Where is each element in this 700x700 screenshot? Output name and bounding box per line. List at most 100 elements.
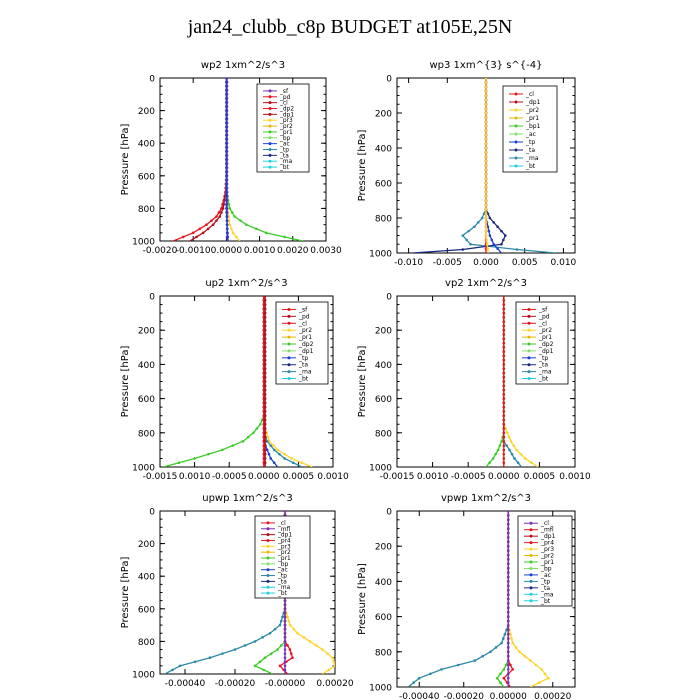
- y-tick-label: 400: [375, 361, 392, 371]
- series-point: [506, 659, 510, 662]
- series-point: [515, 248, 519, 251]
- legend-marker: [529, 528, 533, 532]
- legend-marker: [527, 314, 531, 318]
- legend-marker: [529, 573, 533, 577]
- series-line: [173, 78, 228, 241]
- x-tick-label: 0.005: [512, 258, 538, 268]
- legend-label: _pr1: [298, 334, 312, 341]
- y-tick-label: 200: [138, 540, 155, 550]
- figure-title: jan24_clubb_c8p BUDGET at105E,25N: [187, 16, 513, 38]
- legend-marker: [527, 356, 531, 360]
- series-point: [506, 431, 509, 435]
- legend-marker: [268, 112, 272, 116]
- legend-marker: [529, 599, 533, 603]
- panel-title: wp3 1xm^{3} s^{-4}: [429, 60, 542, 71]
- series-point: [482, 212, 486, 215]
- series-point: [210, 219, 213, 222]
- series-point: [484, 181, 488, 185]
- x-tick-label: 0.0010: [179, 472, 211, 482]
- legend-marker: [514, 156, 518, 160]
- legend-label: _dp1: [279, 112, 294, 118]
- series-point: [263, 401, 267, 405]
- series-point: [510, 452, 514, 456]
- series-point: [484, 120, 488, 124]
- series-point: [225, 145, 228, 149]
- legend-label: _pd: [298, 313, 310, 320]
- legend-label: _dp1: [538, 348, 554, 355]
- series-point: [218, 215, 222, 218]
- series-point: [225, 182, 228, 186]
- series-point: [283, 631, 287, 635]
- legend-label: _bt: [298, 376, 309, 383]
- series-point: [278, 664, 282, 668]
- series-point: [226, 235, 230, 239]
- series-point: [283, 615, 287, 619]
- legend-label: _bp: [279, 136, 291, 142]
- y-tick-label: 400: [375, 145, 392, 155]
- series-point: [290, 457, 293, 460]
- series-point: [506, 650, 510, 654]
- legend-marker: [287, 356, 291, 360]
- legend-label: _ta: [279, 153, 289, 159]
- legend-marker: [266, 556, 270, 560]
- series-point: [484, 142, 488, 145]
- series-point: [506, 672, 510, 676]
- legend-label: _cl: [525, 91, 534, 98]
- series-point: [314, 644, 318, 647]
- series-point: [496, 225, 499, 229]
- series-point: [505, 444, 508, 447]
- legend-marker: [527, 335, 531, 339]
- series-point: [465, 238, 468, 242]
- series-point: [246, 435, 250, 439]
- series-point: [225, 203, 228, 206]
- legend-marker: [529, 586, 533, 590]
- series-point: [283, 607, 287, 611]
- series-point: [228, 223, 232, 226]
- x-tick-label: 0.0010: [417, 472, 449, 482]
- legend-marker: [514, 92, 518, 96]
- legend-label: _bp: [540, 565, 552, 572]
- series-point: [534, 663, 538, 667]
- series-point: [484, 85, 488, 89]
- series-point: [266, 435, 270, 439]
- legend-marker: [268, 159, 272, 163]
- series-point: [286, 644, 289, 647]
- y-tick-label: 200: [375, 327, 392, 337]
- series-point: [300, 461, 304, 465]
- series-point: [484, 172, 488, 176]
- legend-marker: [266, 544, 270, 548]
- legend-label: _pr4: [277, 538, 291, 544]
- series-point: [225, 105, 228, 108]
- series-point: [506, 536, 510, 539]
- legend-marker: [514, 124, 518, 128]
- legend-label: _pr2: [540, 553, 554, 560]
- series-point: [486, 225, 490, 229]
- series-point: [178, 664, 182, 668]
- series-line: [407, 511, 509, 687]
- series-point: [233, 648, 237, 651]
- series-point: [484, 221, 488, 224]
- series-point: [461, 248, 465, 251]
- series-line: [412, 78, 507, 253]
- series-point: [225, 162, 228, 165]
- legend-label: _pr4: [540, 540, 554, 547]
- series-point: [193, 660, 197, 664]
- legend-label: _dp1: [540, 533, 556, 540]
- series-point: [279, 644, 283, 647]
- series-point: [283, 660, 287, 664]
- series-point: [484, 146, 488, 150]
- series-point: [502, 388, 506, 392]
- series-point: [484, 216, 488, 220]
- series-point: [498, 444, 502, 447]
- series-point: [502, 384, 506, 388]
- legend-marker: [266, 521, 270, 525]
- panel-title: vpwp 1xm^2/s^3: [441, 493, 531, 504]
- legend-label: _bp1: [525, 123, 541, 130]
- series-point: [484, 81, 488, 84]
- series-point: [484, 199, 488, 202]
- series-point: [506, 668, 510, 671]
- series-point: [530, 461, 533, 465]
- series-point: [263, 307, 267, 311]
- series-point: [504, 234, 507, 237]
- series-point: [243, 644, 247, 647]
